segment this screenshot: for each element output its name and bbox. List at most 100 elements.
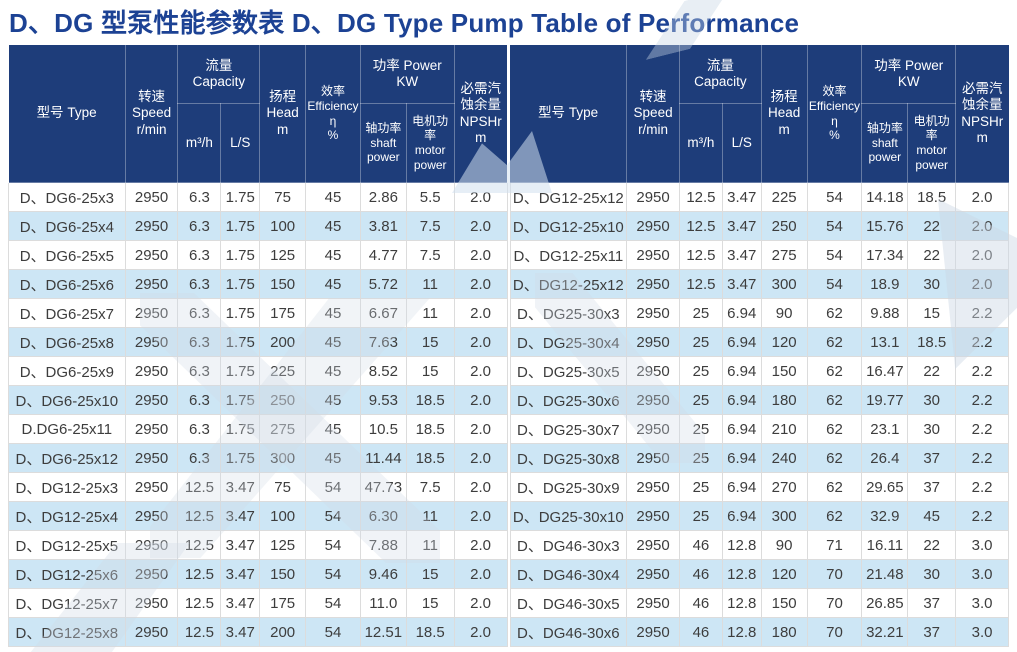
pump-model-cell: D、DG6-25x4 bbox=[8, 211, 126, 241]
value-cell: 2950 bbox=[626, 385, 680, 415]
value-cell: 6.3 bbox=[177, 240, 222, 270]
value-cell: 180 bbox=[760, 617, 808, 647]
value-cell: 45 bbox=[907, 501, 957, 531]
value-cell: 4.77 bbox=[359, 240, 407, 270]
pump-model-cell: D、DG12-25x12 bbox=[509, 182, 628, 212]
value-cell: 225 bbox=[259, 356, 307, 386]
value-cell: 26.4 bbox=[861, 443, 909, 473]
value-cell: 2950 bbox=[626, 182, 680, 212]
pump-model-cell: D、DG6-25x9 bbox=[8, 356, 126, 386]
pump-model-cell: D、DG6-25x3 bbox=[8, 182, 126, 212]
value-cell: 2950 bbox=[124, 182, 179, 212]
value-cell: 6.94 bbox=[721, 501, 762, 531]
pump-model-cell: D、DG25-30x10 bbox=[509, 501, 628, 531]
value-cell: 3.0 bbox=[955, 588, 1009, 618]
pump-model-cell: D、DG46-30x6 bbox=[509, 617, 628, 647]
value-cell: 3.47 bbox=[721, 269, 762, 299]
value-cell: 6.94 bbox=[721, 472, 762, 502]
pump-model-cell: D、DG6-25x5 bbox=[8, 240, 126, 270]
col-header-motor-power: 电机功率 motor power bbox=[405, 103, 455, 183]
value-cell: 2950 bbox=[124, 298, 179, 328]
value-cell: 2.0 bbox=[453, 269, 508, 299]
value-cell: 100 bbox=[259, 501, 307, 531]
value-cell: 3.47 bbox=[220, 501, 261, 531]
value-cell: 90 bbox=[760, 298, 808, 328]
page-title: D、DG 型泵性能参数表 D、DG Type Pump Table of Per… bbox=[9, 8, 800, 38]
value-cell: 2950 bbox=[626, 240, 680, 270]
value-cell: 62 bbox=[806, 385, 863, 415]
value-cell: 70 bbox=[806, 617, 863, 647]
value-cell: 12.5 bbox=[177, 501, 222, 531]
value-cell: 11 bbox=[405, 269, 455, 299]
pump-model-cell: D、DG12-25x12 bbox=[509, 269, 628, 299]
table-row: D、DG25-30x8 2950 25 6.94 240 62 26.4 37 2.2 bbox=[509, 443, 1009, 473]
value-cell: 18.5 bbox=[405, 414, 455, 444]
value-cell: 3.81 bbox=[359, 211, 407, 241]
value-cell: 3.0 bbox=[955, 530, 1009, 560]
value-cell: 62 bbox=[806, 327, 863, 357]
value-cell: 29.65 bbox=[861, 472, 909, 502]
value-cell: 6.94 bbox=[721, 385, 762, 415]
table-body: D、DG12-25x12 2950 12.5 3.47 225 54 14.18 18.5 2.… bbox=[509, 182, 1009, 647]
value-cell: 150 bbox=[760, 356, 808, 386]
value-cell: 26.85 bbox=[861, 588, 909, 618]
value-cell: 15.76 bbox=[861, 211, 909, 241]
value-cell: 300 bbox=[760, 501, 808, 531]
value-cell: 2950 bbox=[124, 472, 179, 502]
value-cell: 12.51 bbox=[359, 617, 407, 647]
table-row: D、DG12-25x12 2950 12.5 3.47 225 54 14.18 18.5 2.… bbox=[509, 182, 1009, 212]
value-cell: 1.75 bbox=[220, 327, 261, 357]
value-cell: 47.73 bbox=[359, 472, 407, 502]
value-cell: 45 bbox=[305, 269, 361, 299]
table-row: D、DG12-25x11 2950 12.5 3.47 275 54 17.34 22 2.0 bbox=[509, 240, 1009, 270]
value-cell: 6.3 bbox=[177, 211, 222, 241]
value-cell: 45 bbox=[305, 182, 361, 212]
value-cell: 125 bbox=[259, 240, 307, 270]
value-cell: 25 bbox=[678, 443, 723, 473]
value-cell: 9.46 bbox=[359, 559, 407, 589]
value-cell: 54 bbox=[305, 588, 361, 618]
table-row: D、DG6-25x6 2950 6.3 1.75 150 45 5.72 11 2.0 bbox=[8, 269, 508, 299]
value-cell: 2950 bbox=[124, 530, 179, 560]
value-cell: 11 bbox=[405, 530, 455, 560]
value-cell: 2950 bbox=[626, 327, 680, 357]
value-cell: 14.18 bbox=[861, 182, 909, 212]
table-row: D、DG12-25x3 2950 12.5 3.47 75 54 47.73 7.5 2.0 bbox=[8, 472, 508, 502]
value-cell: 30 bbox=[907, 414, 957, 444]
value-cell: 32.9 bbox=[861, 501, 909, 531]
value-cell: 2.0 bbox=[453, 356, 508, 386]
value-cell: 11.0 bbox=[359, 588, 407, 618]
value-cell: 54 bbox=[305, 472, 361, 502]
col-header-shaft-power: 轴功率 shaft power bbox=[861, 103, 909, 183]
col-header-capacity-ls: L/S bbox=[220, 103, 261, 183]
value-cell: 2950 bbox=[124, 327, 179, 357]
value-cell: 2.0 bbox=[453, 327, 508, 357]
value-cell: 1.75 bbox=[220, 240, 261, 270]
pump-model-cell: D、DG12-25x8 bbox=[8, 617, 126, 647]
value-cell: 6.3 bbox=[177, 298, 222, 328]
value-cell: 46 bbox=[678, 617, 723, 647]
pump-model-cell: D、DG6-25x8 bbox=[8, 327, 126, 357]
value-cell: 37 bbox=[907, 472, 957, 502]
value-cell: 6.94 bbox=[721, 298, 762, 328]
value-cell: 46 bbox=[678, 559, 723, 589]
value-cell: 1.75 bbox=[220, 385, 261, 415]
table-row: D、DG12-25x8 2950 12.5 3.47 200 54 12.51 18.5 2.0 bbox=[8, 617, 508, 647]
table-row: D、DG6-25x8 2950 6.3 1.75 200 45 7.63 15 2.0 bbox=[8, 327, 508, 357]
col-header-npshr: 必需汽 蚀余量 NPSHr m bbox=[453, 45, 507, 183]
value-cell: 1.75 bbox=[220, 211, 261, 241]
table-row: D、DG6-25x9 2950 6.3 1.75 225 45 8.52 15 2.0 bbox=[8, 356, 508, 386]
value-cell: 2950 bbox=[124, 211, 179, 241]
value-cell: 45 bbox=[305, 385, 361, 415]
col-header-efficiency: 效率 Efficiency η % bbox=[305, 45, 361, 183]
value-cell: 45 bbox=[305, 327, 361, 357]
table-row: D、DG25-30x7 2950 25 6.94 210 62 23.1 30 2.2 bbox=[509, 414, 1009, 444]
value-cell: 2950 bbox=[626, 356, 680, 386]
table-row: D、DG25-30x5 2950 25 6.94 150 62 16.47 22 2.2 bbox=[509, 356, 1009, 386]
value-cell: 2.86 bbox=[359, 182, 407, 212]
value-cell: 2.0 bbox=[955, 240, 1009, 270]
value-cell: 2950 bbox=[124, 414, 179, 444]
value-cell: 12.5 bbox=[177, 472, 222, 502]
pump-model-cell: D、DG25-30x5 bbox=[509, 356, 628, 386]
value-cell: 9.53 bbox=[359, 385, 407, 415]
